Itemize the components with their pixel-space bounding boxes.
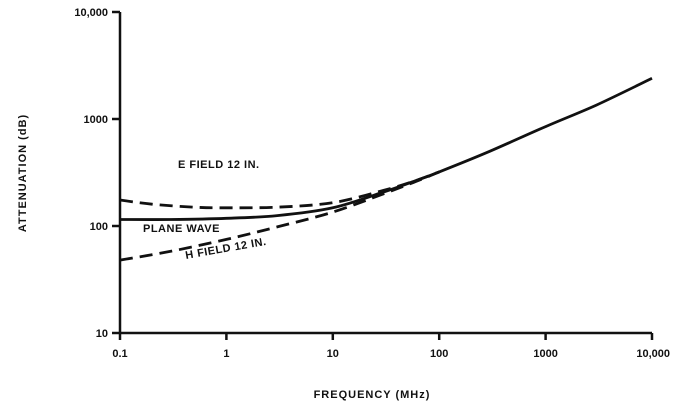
y-tick-label: 10,000 bbox=[74, 7, 108, 19]
y-tick-label: 100 bbox=[90, 221, 108, 233]
x-axis-title: FREQUENCY (MHz) bbox=[314, 389, 431, 401]
plot-area: 10 100 1000 10,000 0.1 1 10 100 1000 10,000 E FI… bbox=[74, 7, 670, 360]
y-tick-label: 1000 bbox=[84, 114, 108, 126]
curve-labels: E FIELD 12 IN. PLANE WAVE H FIELD 12 IN. bbox=[143, 159, 267, 262]
series-line-plane-wave bbox=[119, 77, 653, 221]
x-tick-label: 0.1 bbox=[112, 348, 127, 360]
x-tick-label: 10 bbox=[327, 348, 339, 360]
y-tick-label: 10 bbox=[96, 328, 108, 340]
x-tick-label: 10,000 bbox=[636, 348, 670, 360]
y-ticks: 10 100 1000 10,000 bbox=[74, 7, 120, 340]
x-tick-label: 100 bbox=[430, 348, 448, 360]
y-axis-title: ATTENUATION (dB) bbox=[17, 114, 29, 232]
x-ticks: 0.1 1 10 100 1000 10,000 bbox=[112, 333, 670, 360]
series-line-h-field bbox=[119, 170, 440, 262]
curve-label-plane-wave: PLANE WAVE bbox=[143, 223, 220, 235]
x-tick-label: 1 bbox=[223, 348, 229, 360]
series-lines bbox=[119, 77, 653, 262]
series-line-e-field bbox=[119, 170, 440, 210]
curve-label-e-field: E FIELD 12 IN. bbox=[178, 159, 260, 171]
x-tick-label: 1000 bbox=[533, 348, 557, 360]
